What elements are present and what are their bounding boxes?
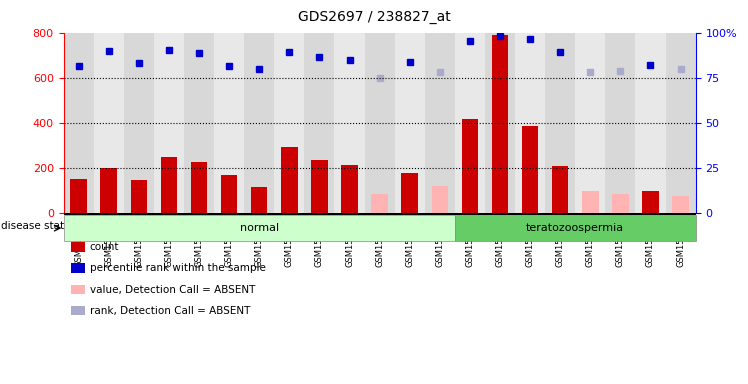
Text: rank, Detection Call = ABSENT: rank, Detection Call = ABSENT xyxy=(90,306,250,316)
Bar xyxy=(100,168,117,213)
Bar xyxy=(70,179,87,213)
Bar xyxy=(666,33,696,213)
Bar xyxy=(123,33,154,213)
Bar xyxy=(191,162,207,213)
Bar xyxy=(64,33,94,213)
Bar xyxy=(605,33,636,213)
Text: disease state: disease state xyxy=(1,221,71,231)
Text: percentile rank within the sample: percentile rank within the sample xyxy=(90,263,266,273)
Text: GDS2697 / 238827_at: GDS2697 / 238827_at xyxy=(298,10,450,23)
Bar xyxy=(371,194,388,213)
Bar xyxy=(545,33,575,213)
Bar xyxy=(575,33,605,213)
Text: normal: normal xyxy=(239,223,279,233)
Bar xyxy=(485,33,515,213)
Bar xyxy=(455,33,485,213)
Bar xyxy=(643,190,659,213)
Bar xyxy=(154,33,184,213)
Bar xyxy=(636,33,666,213)
Text: value, Detection Call = ABSENT: value, Detection Call = ABSENT xyxy=(90,285,255,295)
Bar xyxy=(425,33,455,213)
Bar xyxy=(161,157,177,213)
Bar xyxy=(334,33,364,213)
Text: teratozoospermia: teratozoospermia xyxy=(526,223,625,233)
Bar xyxy=(94,33,123,213)
Bar xyxy=(341,165,358,213)
Bar xyxy=(304,33,334,213)
Bar xyxy=(364,33,395,213)
Bar xyxy=(214,33,244,213)
Bar xyxy=(432,186,448,213)
Bar xyxy=(462,119,478,213)
Bar xyxy=(515,33,545,213)
Bar xyxy=(281,147,298,213)
Bar xyxy=(311,160,328,213)
Text: count: count xyxy=(90,242,119,252)
Bar xyxy=(491,35,509,213)
Bar xyxy=(275,33,304,213)
Bar xyxy=(251,187,268,213)
Bar xyxy=(672,196,689,213)
Bar xyxy=(522,126,539,213)
Bar xyxy=(244,33,275,213)
Bar xyxy=(582,190,598,213)
Bar xyxy=(131,180,147,213)
Bar xyxy=(552,166,568,213)
Bar xyxy=(402,172,418,213)
Bar xyxy=(612,194,628,213)
Bar xyxy=(184,33,214,213)
Bar xyxy=(395,33,425,213)
Bar xyxy=(221,175,237,213)
